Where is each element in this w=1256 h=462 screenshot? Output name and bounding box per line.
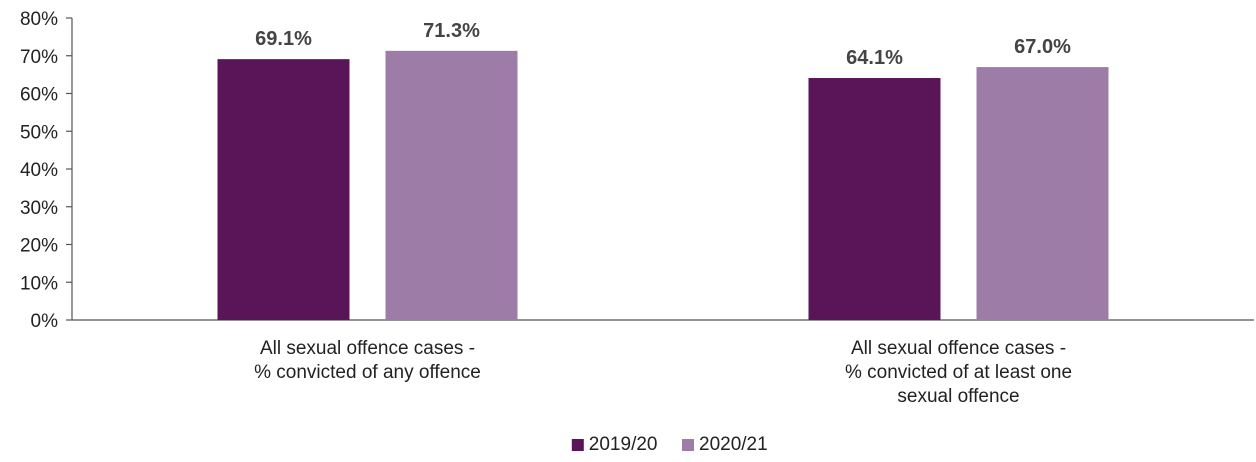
y-tick-label: 60% xyxy=(20,85,58,106)
x-category-label-line: % convicted of any offence xyxy=(254,362,481,383)
y-tick-label: 80% xyxy=(20,9,58,30)
y-tick-label: 10% xyxy=(20,273,58,294)
y-tick-label: 0% xyxy=(31,311,59,332)
legend-swatch xyxy=(571,439,584,451)
data-label: 64.1% xyxy=(846,47,903,69)
x-category-label-line: sexual offence xyxy=(897,386,1019,407)
x-category-label: All sexual offence cases - % convicted of… xyxy=(254,338,481,383)
data-label: 71.3% xyxy=(423,20,480,42)
y-tick-label: 50% xyxy=(20,122,58,143)
bar xyxy=(976,67,1109,320)
y-tick-label: 30% xyxy=(20,198,58,219)
x-category-label-line: % convicted of at least one xyxy=(845,362,1072,383)
legend-label: 2020/21 xyxy=(699,434,768,455)
legend-swatch xyxy=(682,439,694,451)
data-label: 69.1% xyxy=(255,28,312,50)
data-label: 67.0% xyxy=(1014,36,1071,58)
x-category-label: All sexual offence cases - % convicted of… xyxy=(845,338,1072,407)
x-category-label-line: All sexual offence cases - xyxy=(260,338,475,359)
legend-label: 2019/20 xyxy=(589,434,658,455)
y-tick-label: 70% xyxy=(20,47,58,68)
bar xyxy=(217,59,350,321)
x-category-label-line: All sexual offence cases - xyxy=(851,338,1066,359)
y-tick-label: 20% xyxy=(20,236,58,257)
bar xyxy=(808,78,941,321)
y-tick-label: 40% xyxy=(20,160,58,181)
bar xyxy=(385,50,518,320)
